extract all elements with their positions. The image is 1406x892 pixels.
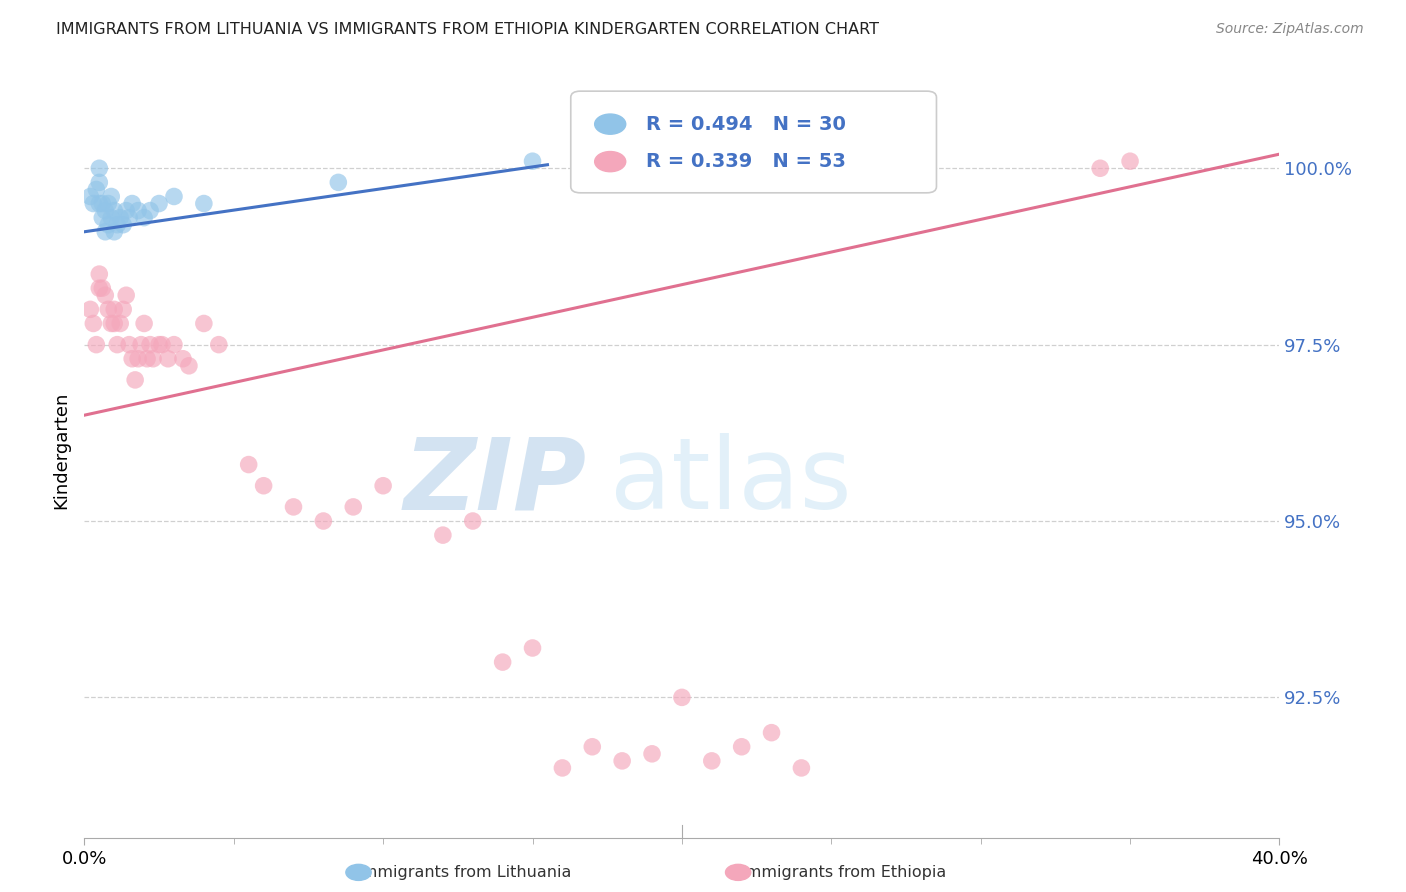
Point <box>112 218 135 232</box>
Point <box>91 211 114 225</box>
FancyBboxPatch shape <box>571 91 936 193</box>
Point <box>193 196 215 211</box>
Point <box>432 528 454 542</box>
Point <box>89 196 111 211</box>
Point <box>461 514 484 528</box>
Point <box>163 189 186 203</box>
Point <box>91 281 114 295</box>
Point <box>328 175 350 189</box>
Text: R = 0.339   N = 53: R = 0.339 N = 53 <box>647 153 846 171</box>
Circle shape <box>595 152 626 171</box>
Point <box>118 211 141 225</box>
Point <box>121 351 143 366</box>
Point <box>82 196 104 211</box>
Point <box>522 640 544 655</box>
Point <box>136 351 159 366</box>
Y-axis label: Kindergarten: Kindergarten <box>52 392 70 509</box>
Point <box>100 189 122 203</box>
Text: Immigrants from Lithuania: Immigrants from Lithuania <box>357 865 571 880</box>
Point <box>105 337 128 351</box>
Point <box>139 337 162 351</box>
Point <box>522 154 544 169</box>
Point <box>79 302 101 317</box>
Point <box>731 739 754 754</box>
Point <box>89 267 111 281</box>
Point <box>492 655 515 669</box>
Point <box>641 747 664 761</box>
Point <box>103 225 125 239</box>
Point <box>551 761 574 775</box>
Point <box>118 337 141 351</box>
Point <box>761 725 783 739</box>
Point <box>142 351 165 366</box>
Point <box>94 203 117 218</box>
Point <box>148 337 170 351</box>
Text: ZIP: ZIP <box>404 433 586 530</box>
Point <box>612 754 634 768</box>
Point <box>94 288 117 302</box>
Point <box>124 373 146 387</box>
Point <box>103 203 125 218</box>
Text: IMMIGRANTS FROM LITHUANIA VS IMMIGRANTS FROM ETHIOPIA KINDERGARTEN CORRELATION C: IMMIGRANTS FROM LITHUANIA VS IMMIGRANTS … <box>56 22 879 37</box>
Point <box>312 514 335 528</box>
Point <box>86 182 108 196</box>
Point <box>97 196 120 211</box>
Point <box>150 337 173 351</box>
Point <box>132 317 156 331</box>
Point <box>700 754 723 768</box>
Point <box>115 288 138 302</box>
Point <box>671 690 693 705</box>
Point <box>148 196 170 211</box>
Point <box>373 479 395 493</box>
Point <box>86 337 108 351</box>
Point <box>115 203 138 218</box>
Point <box>238 458 260 472</box>
Point <box>172 351 194 366</box>
Text: Source: ZipAtlas.com: Source: ZipAtlas.com <box>1216 22 1364 37</box>
Point <box>132 211 156 225</box>
Point <box>110 211 132 225</box>
Point <box>283 500 305 514</box>
Point <box>100 317 122 331</box>
Point <box>82 317 104 331</box>
Point <box>129 337 152 351</box>
Point <box>100 211 122 225</box>
Point <box>97 302 120 317</box>
Point <box>1119 154 1142 169</box>
Point <box>79 189 101 203</box>
Point <box>89 161 111 176</box>
Point <box>89 175 111 189</box>
Point <box>1090 161 1112 176</box>
Circle shape <box>595 114 626 134</box>
Point <box>121 196 143 211</box>
Point <box>253 479 276 493</box>
Point <box>193 317 215 331</box>
Point <box>103 302 125 317</box>
Point <box>581 739 603 754</box>
Point <box>177 359 200 373</box>
Point <box>97 218 120 232</box>
Point <box>139 203 162 218</box>
Point <box>157 351 180 366</box>
Point <box>103 317 125 331</box>
Point <box>163 337 186 351</box>
Text: atlas: atlas <box>610 433 852 530</box>
Point <box>208 337 231 351</box>
Point <box>110 317 132 331</box>
Point <box>127 351 149 366</box>
Point <box>127 203 149 218</box>
Point <box>790 761 813 775</box>
Point <box>89 281 111 295</box>
Point <box>342 500 364 514</box>
Point <box>105 218 128 232</box>
Point <box>94 225 117 239</box>
Text: Immigrants from Ethiopia: Immigrants from Ethiopia <box>741 865 946 880</box>
Point <box>112 302 135 317</box>
Point <box>91 196 114 211</box>
Text: R = 0.494   N = 30: R = 0.494 N = 30 <box>647 115 846 134</box>
